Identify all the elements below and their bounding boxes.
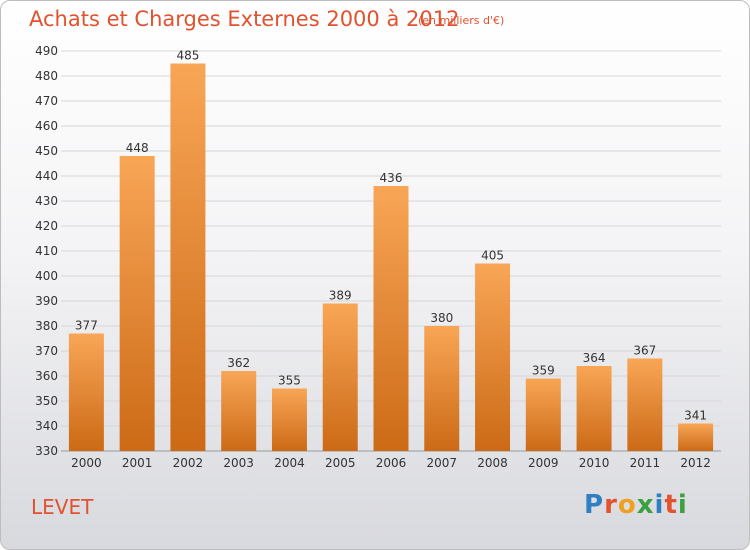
data-label: 485 — [176, 49, 199, 63]
x-tick-label: 2002 — [173, 456, 204, 470]
town-name: LEVET — [31, 495, 94, 519]
x-tick-label: 2008 — [477, 456, 508, 470]
data-label: 405 — [481, 249, 504, 263]
data-label: 436 — [380, 171, 403, 185]
bar — [322, 303, 358, 451]
data-label: 380 — [430, 311, 453, 325]
bar — [576, 366, 612, 451]
data-label: 359 — [532, 364, 555, 378]
x-tick-label: 2004 — [274, 456, 305, 470]
logo-letter: o — [617, 490, 637, 520]
y-tick-label: 380 — [35, 319, 58, 333]
bar — [221, 371, 257, 451]
y-tick-label: 480 — [35, 69, 58, 83]
x-tick-label: 2003 — [223, 456, 254, 470]
y-tick-label: 350 — [35, 394, 58, 408]
bar — [68, 333, 104, 451]
bar — [119, 156, 155, 451]
y-tick-label: 330 — [35, 444, 58, 458]
x-tick-label: 2006 — [376, 456, 407, 470]
x-tick-label: 2010 — [579, 456, 610, 470]
y-tick-label: 450 — [35, 144, 58, 158]
data-label: 377 — [75, 319, 98, 333]
x-tick-label: 2012 — [680, 456, 711, 470]
y-tick-label: 420 — [35, 219, 58, 233]
logo-letter: i — [677, 490, 688, 520]
bar — [373, 186, 409, 451]
x-tick-label: 2000 — [71, 456, 102, 470]
data-labels: 377 448 485 362 355 389 436 380 405 359 364 367 341 — [75, 49, 707, 423]
logo-letter: i — [654, 490, 665, 520]
chart-title: Achats et Charges Externes 2000 à 2012 — [29, 7, 460, 31]
data-label: 448 — [126, 141, 149, 155]
x-axis-ticks: 2000 2001 2002 2003 2004 2005 2006 2007 2008 2009… — [71, 456, 711, 470]
data-label: 341 — [684, 409, 707, 423]
bar — [271, 388, 307, 451]
y-tick-label: 460 — [35, 119, 58, 133]
y-tick-label: 440 — [35, 169, 58, 183]
proxiti-logo: Proxiti — [584, 490, 688, 520]
y-tick-label: 360 — [35, 369, 58, 383]
bar — [525, 378, 561, 451]
x-tick-label: 2007 — [426, 456, 457, 470]
y-tick-label: 390 — [35, 294, 58, 308]
y-tick-label: 430 — [35, 194, 58, 208]
logo-letter: x — [636, 490, 655, 520]
y-tick-label: 490 — [35, 44, 58, 58]
data-label: 355 — [278, 374, 301, 388]
y-tick-label: 470 — [35, 94, 58, 108]
logo-letter: r — [604, 490, 618, 520]
x-tick-label: 2005 — [325, 456, 356, 470]
bar — [475, 263, 511, 451]
y-tick-label: 400 — [35, 269, 58, 283]
bars — [68, 63, 714, 451]
bar — [424, 326, 460, 451]
bar — [678, 423, 714, 451]
logo-letter: t — [664, 490, 678, 520]
logo-letter: P — [584, 490, 605, 520]
y-tick-label: 410 — [35, 244, 58, 258]
x-tick-label: 2001 — [122, 456, 153, 470]
data-label: 367 — [633, 344, 656, 358]
y-axis-ticks: 330 340 350 360 370 380 390 400 410 420 430 440 450 4… — [35, 44, 58, 458]
x-tick-label: 2011 — [630, 456, 661, 470]
y-tick-label: 370 — [35, 344, 58, 358]
data-label: 389 — [329, 289, 352, 303]
chart-subtitle: (en milliers d'€) — [418, 14, 505, 27]
bar — [170, 63, 206, 451]
y-tick-label: 340 — [35, 419, 58, 433]
x-tick-label: 2009 — [528, 456, 559, 470]
bar — [627, 358, 663, 451]
data-label: 362 — [227, 356, 250, 370]
data-label: 364 — [583, 351, 606, 365]
